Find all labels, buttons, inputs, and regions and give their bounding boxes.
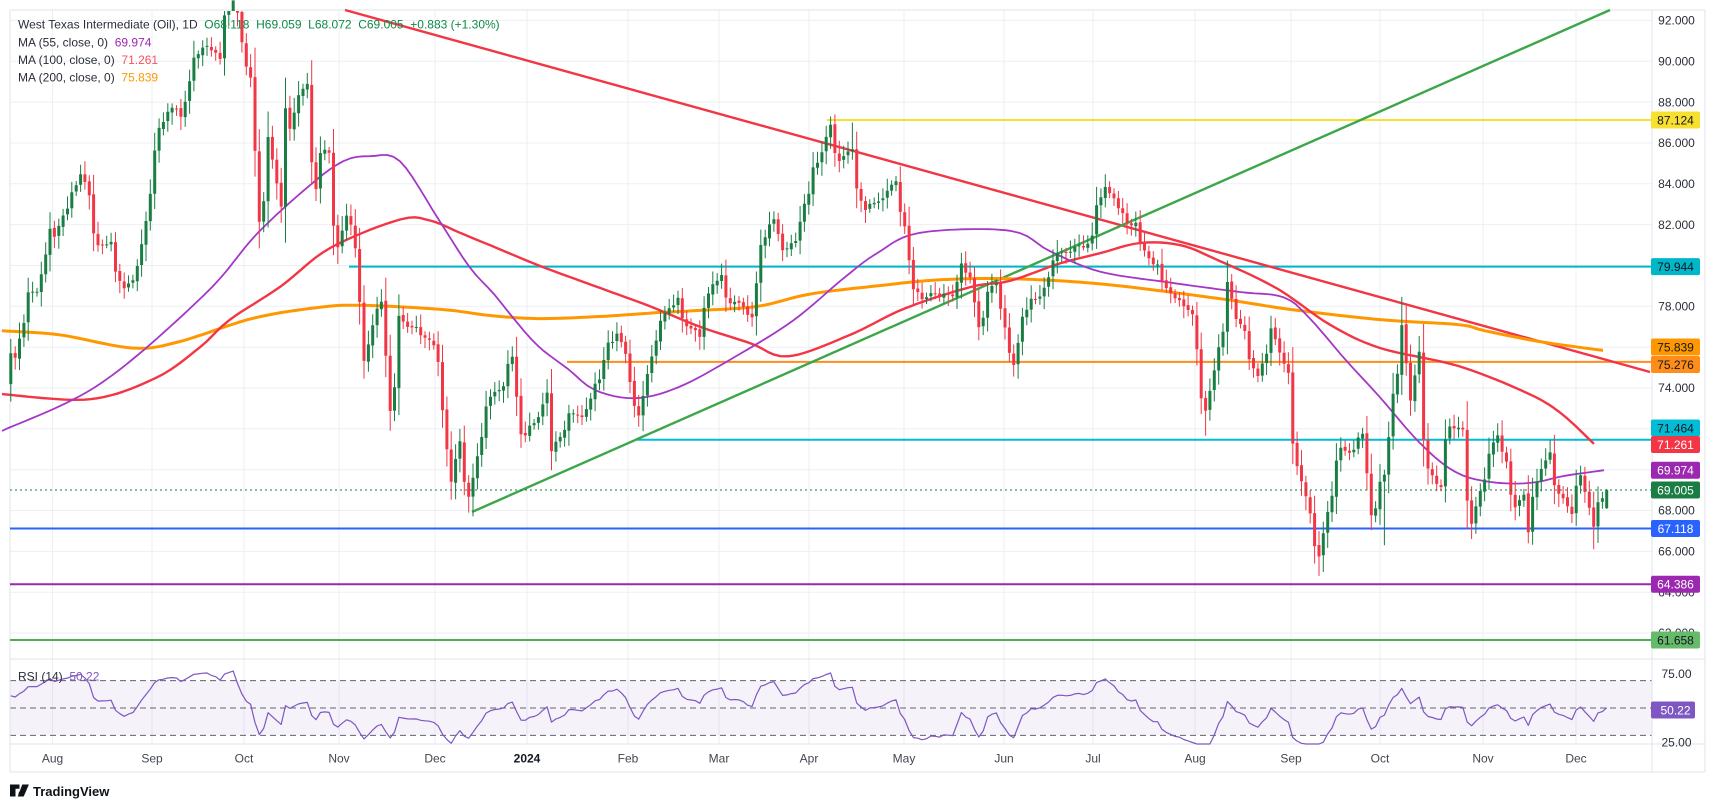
svg-text:Dec: Dec (424, 752, 445, 766)
svg-text:2024: 2024 (514, 752, 541, 766)
svg-text:69.974: 69.974 (1657, 464, 1694, 478)
svg-text:Oct: Oct (235, 752, 254, 766)
svg-text:RSI (14) 50.22: RSI (14) 50.22 (18, 670, 100, 684)
svg-text:Sep: Sep (141, 752, 163, 766)
svg-text:Sep: Sep (1280, 752, 1302, 766)
svg-text:82.000: 82.000 (1658, 218, 1695, 232)
svg-text:64.386: 64.386 (1657, 578, 1694, 592)
svg-text:Jun: Jun (994, 752, 1013, 766)
svg-text:67.118: 67.118 (1658, 522, 1694, 536)
svg-text:69.005: 69.005 (1657, 483, 1694, 497)
svg-text:75.839: 75.839 (1657, 340, 1694, 354)
svg-text:Dec: Dec (1565, 752, 1586, 766)
svg-text:West Texas Intermediate (Oil),: West Texas Intermediate (Oil), 1D O68.11… (18, 18, 500, 32)
svg-text:May: May (893, 752, 916, 766)
svg-text:MA (100, close, 0) 71.261: MA (100, close, 0) 71.261 (18, 53, 158, 67)
svg-text:25.00: 25.00 (1661, 736, 1691, 750)
svg-text:84.000: 84.000 (1658, 177, 1695, 191)
svg-text:92.000: 92.000 (1658, 14, 1695, 28)
svg-text:Oct: Oct (1371, 752, 1390, 766)
svg-text:Mar: Mar (709, 752, 730, 766)
svg-text:71.261: 71.261 (1657, 438, 1694, 452)
svg-text:88.000: 88.000 (1658, 95, 1695, 109)
svg-text:Apr: Apr (800, 752, 819, 766)
svg-text:68.000: 68.000 (1658, 504, 1695, 518)
svg-text:Aug: Aug (42, 752, 63, 766)
svg-text:90.000: 90.000 (1658, 55, 1695, 69)
svg-text:MA (200, close, 0) 75.839: MA (200, close, 0) 75.839 (18, 71, 158, 85)
svg-text:Aug: Aug (1184, 752, 1205, 766)
svg-text:71.464: 71.464 (1657, 421, 1694, 435)
svg-text:Nov: Nov (328, 752, 349, 766)
svg-text:Feb: Feb (618, 752, 639, 766)
svg-text:TradingView: TradingView (33, 784, 110, 799)
svg-text:75.00: 75.00 (1661, 667, 1691, 681)
svg-text:75.276: 75.276 (1657, 358, 1694, 372)
svg-text:87.124: 87.124 (1657, 113, 1694, 127)
svg-text:Jul: Jul (1085, 752, 1100, 766)
svg-text:MA (55, close, 0) 69.974: MA (55, close, 0) 69.974 (18, 36, 152, 50)
svg-text:79.944: 79.944 (1657, 260, 1694, 274)
svg-text:50.22: 50.22 (1660, 703, 1690, 717)
svg-text:Nov: Nov (1472, 752, 1493, 766)
svg-text:86.000: 86.000 (1658, 136, 1695, 150)
svg-text:74.000: 74.000 (1658, 381, 1695, 395)
svg-text:61.658: 61.658 (1657, 633, 1694, 647)
svg-text:66.000: 66.000 (1658, 545, 1695, 559)
svg-text:78.000: 78.000 (1658, 300, 1695, 314)
